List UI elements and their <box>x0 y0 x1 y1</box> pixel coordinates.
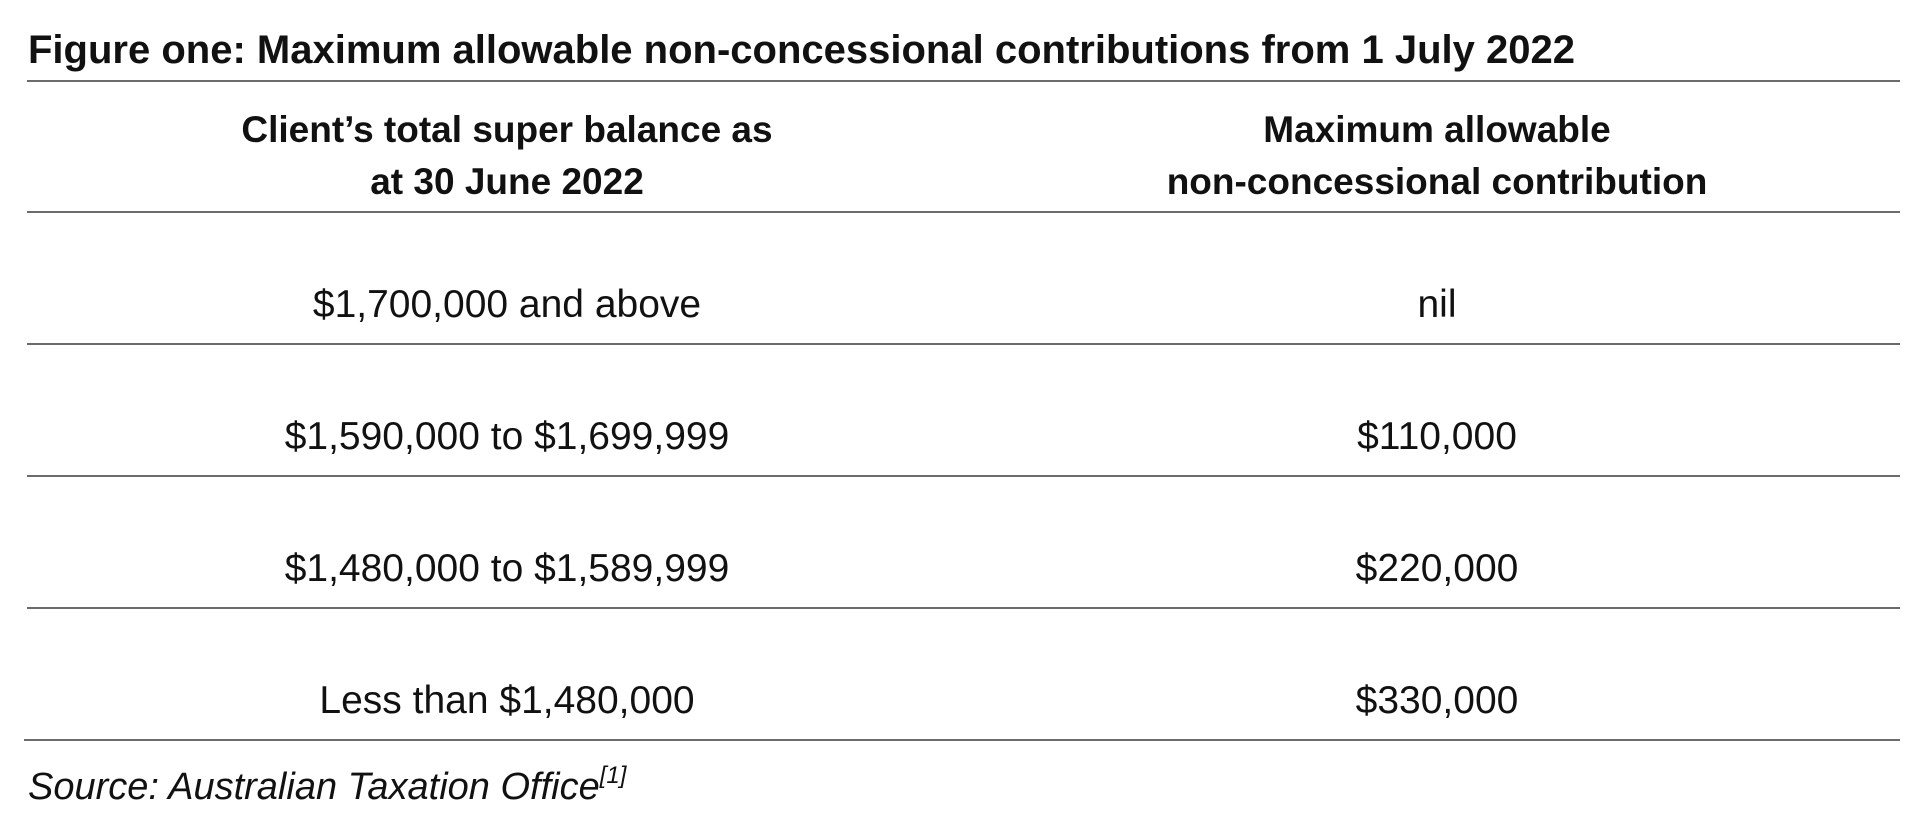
balance-header-line-1: Client’s total super balance as <box>241 109 773 150</box>
figure-title: Figure one: Maximum allowable non-conces… <box>28 28 1575 72</box>
contributions-table: $1,700,000 and above nil $1,590,000 to $… <box>27 213 1900 739</box>
balance-cell: $1,590,000 to $1,699,999 <box>284 415 730 458</box>
source-note: Source: Australian Taxation Office[1] <box>28 762 626 812</box>
contribution-header-line-2: non-concessional contribution <box>1166 161 1708 202</box>
table-bottom-divider <box>24 739 1900 741</box>
contribution-column-header: Maximum allowable non-concessional contr… <box>974 104 1900 204</box>
balance-cell: $1,480,000 to $1,589,999 <box>284 547 730 590</box>
table-row: $1,590,000 to $1,699,999 $110,000 <box>27 345 1900 477</box>
table-row: $1,480,000 to $1,589,999 $220,000 <box>27 477 1900 609</box>
table-row: Less than $1,480,000 $330,000 <box>27 609 1900 739</box>
balance-cell: $1,700,000 and above <box>312 283 702 326</box>
contribution-cell: $110,000 <box>1357 415 1517 458</box>
contribution-cell: $330,000 <box>1355 679 1519 722</box>
contribution-cell: $220,000 <box>1355 547 1519 590</box>
balance-column-header: Client’s total super balance as at 30 Ju… <box>27 104 987 204</box>
title-divider <box>27 80 1900 82</box>
table-row: $1,700,000 and above nil <box>27 213 1900 345</box>
balance-header-line-2: at 30 June 2022 <box>370 161 644 202</box>
contribution-cell: nil <box>1417 283 1457 326</box>
footnote-link[interactable]: [1] <box>599 762 627 789</box>
balance-cell: Less than $1,480,000 <box>319 679 695 722</box>
source-text: Source: Australian Taxation Office <box>28 766 600 808</box>
header-divider <box>27 211 1900 213</box>
contribution-header-line-1: Maximum allowable <box>1263 109 1611 150</box>
